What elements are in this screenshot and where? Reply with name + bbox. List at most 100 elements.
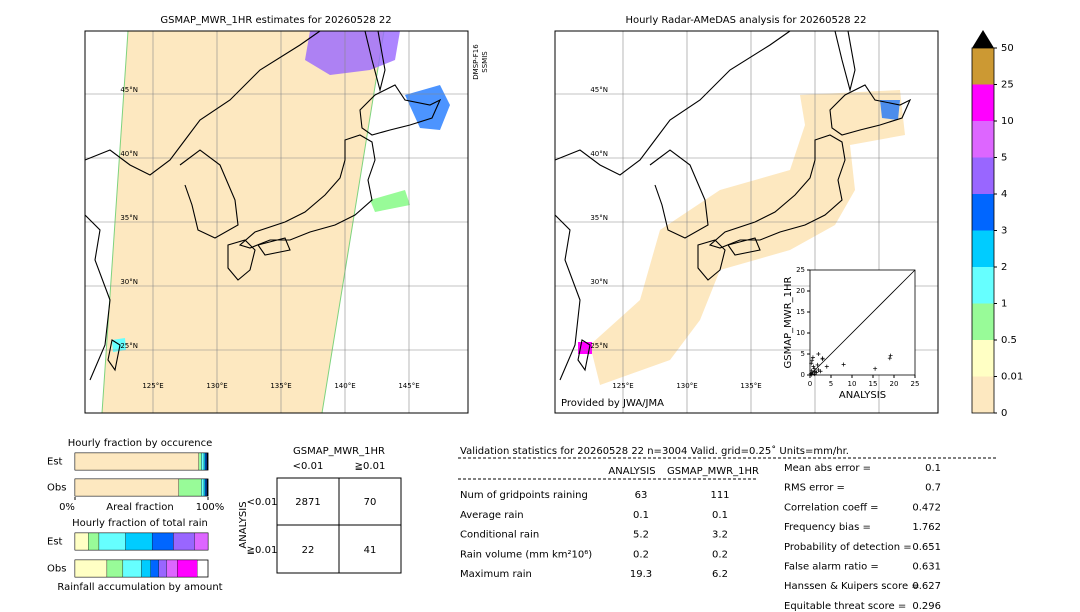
x-tick-label: 15 [869,380,878,388]
lon-label: 125°E [142,382,163,390]
cell-value: 41 [364,545,377,556]
x-axis-label: ANALYSIS [839,390,886,401]
column-header: ANALYSIS [608,466,655,477]
credit: Provided by JWA/JMA [561,398,664,409]
coastline [649,149,709,239]
point [818,369,823,374]
bar-segment [74,452,199,471]
point [810,355,815,360]
colorbar-segment [972,267,994,304]
coastline [179,149,239,239]
lon-label: 145°E [398,382,419,390]
point [873,366,878,371]
bar-segment [98,532,126,551]
point [888,353,893,358]
point [887,356,892,361]
lat-label: 30°N [590,278,608,286]
coastline [84,30,321,176]
row-label: Conditional rain [460,530,539,541]
colorbar-segment [972,340,994,377]
bar-segment [122,559,142,578]
score-value: 0.627 [912,581,941,592]
coastline [829,84,912,136]
x-tick-label: 20 [890,380,899,388]
y-tick-label: 25 [796,266,805,274]
score-value: 0.296 [912,601,941,612]
colorbar-label: 50 [1001,43,1014,54]
right-map: 45°N 40°N 35°N 30°N 25°N 125°E 130°E 135°E [554,30,939,414]
rain-patch [370,190,410,212]
x-tick-label: 0 [808,380,812,388]
stat-value: 0.1 [712,510,728,521]
lon-label: 135°E [740,382,761,390]
coastline [577,339,591,372]
row-label: Obs [47,483,66,494]
coastline [359,84,442,136]
point [820,356,825,361]
colorbar-label: 3 [1001,226,1007,237]
score-label: Equitable threat score = [784,601,906,612]
lon-label: 130°E [206,382,227,390]
cell-value: 2871 [295,497,320,508]
coastline [227,239,256,281]
satellite-label: SSMIS [481,51,489,73]
colorbar-label: 0 [1001,408,1007,419]
point [812,366,817,371]
rain-patch [405,85,450,130]
row-axis-label: ANALYSIS [238,501,249,548]
row-label: Est [47,457,63,468]
x-tick-label: 0% [59,502,75,513]
rain-patch [880,100,900,120]
left-map: 45°N 40°N 35°N 30°N 25°N 125°E 130°E 135°E 140°E… [84,30,469,414]
stat-value: 0.2 [712,549,728,560]
bar-title: Hourly fraction by occurence [68,438,212,449]
y-axis-label: GSMAP_MWR_1HR [783,277,794,369]
x-tick-label: 100% [196,502,225,513]
point [841,362,846,367]
bar-segment [74,532,89,551]
point [816,352,821,356]
y-tick-label: 0 [801,371,805,379]
stat-value: 19.3 [630,569,652,580]
bar-segment [203,478,206,497]
score-value: 0.1 [925,463,941,474]
coastline [238,134,376,249]
stat-value: 63 [635,490,648,501]
score-label: False alarm ratio = [784,562,879,573]
point [809,368,814,373]
stats-header: Validation statistics for 20260528 22 n=… [460,445,849,457]
colorbar-label: 2 [1001,262,1007,273]
map-title: GSMAP_MWR_1HR estimates for 20260528 22 [160,15,391,26]
y-tick-label: 15 [796,308,805,316]
point [809,361,814,366]
x-axis-label: Areal fraction [106,502,173,513]
rain-area [590,90,905,385]
map-title: Hourly Radar-AMeDAS analysis for 2026052… [625,15,866,26]
y-tick-label: 5 [801,350,805,358]
score-value: 0.651 [912,542,941,553]
coastline [257,237,291,256]
bar-segment [173,532,195,551]
bar-segment [201,452,205,471]
lat-label: 35°N [590,214,608,222]
lat-label: 25°N [120,342,138,350]
colorbar-segment [972,230,994,267]
map-frame [554,30,939,414]
bar-segment [106,559,124,578]
point [811,364,816,369]
stat-value: 3.2 [712,530,728,541]
point [824,364,829,369]
point [809,372,814,377]
colorbar-segment [972,48,994,85]
row-label: <0.01 [247,497,278,508]
cell-value: 22 [302,545,315,556]
bar-segment [206,478,209,497]
coastline [727,237,761,256]
satellite-label: DMSP-F16 [472,44,480,80]
score-value: 0.7 [925,483,941,494]
colorbar-label: 25 [1001,80,1014,91]
stat-value: 5.2 [633,530,649,541]
bar-segment [205,452,207,471]
lat-label: 40°N [120,150,138,158]
